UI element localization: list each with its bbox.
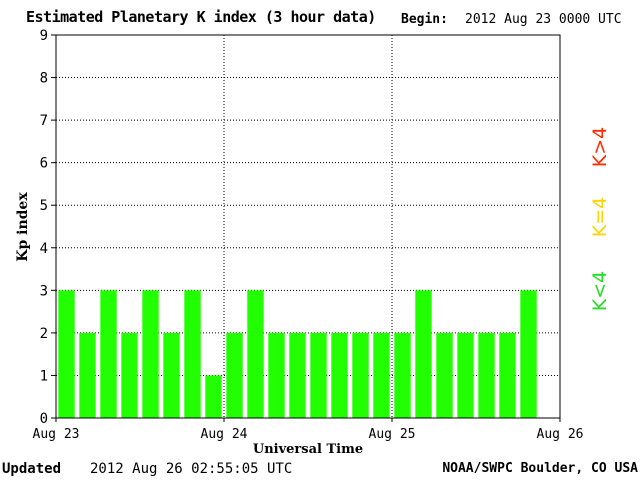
- kp-bar: [100, 290, 117, 418]
- x-tick-label: Aug 26: [537, 427, 584, 442]
- kp-bar: [394, 332, 411, 418]
- y-tick-label: 3: [40, 283, 48, 299]
- x-tick-label: Aug 24: [201, 427, 248, 442]
- y-axis-label: Kp index: [15, 192, 31, 262]
- x-tick-label: Aug 23: [33, 427, 80, 442]
- legend-k-greater-4: K>4: [589, 126, 611, 168]
- chart-title: Estimated Planetary K index (3 hour data…: [26, 8, 376, 26]
- updated-value: 2012 Aug 26 02:55:05 UTC: [90, 461, 293, 477]
- kp-bar: [184, 290, 201, 418]
- kp-bar: [331, 332, 348, 418]
- y-tick-label: 9: [40, 28, 48, 44]
- kp-bar: [247, 290, 264, 418]
- kp-bar: [121, 332, 138, 418]
- legend-k-less-4: K<4: [589, 270, 611, 312]
- y-tick-label: 5: [40, 198, 48, 214]
- credit-text: NOAA/SWPC Boulder, CO USA: [442, 461, 638, 476]
- legend-k-equal-4: K=4: [589, 196, 611, 238]
- y-tick-label: 1: [40, 368, 48, 384]
- kp-bar: [289, 332, 306, 418]
- kp-bar: [415, 290, 432, 418]
- kp-bar: [499, 332, 516, 418]
- y-tick-label: 2: [40, 326, 48, 342]
- kp-bar: [58, 290, 75, 418]
- plot-frame: [55, 34, 561, 419]
- begin-value: 2012 Aug 23 0000 UTC: [465, 12, 622, 27]
- y-tick-label: 4: [40, 241, 48, 257]
- kp-bar: [352, 332, 369, 418]
- kp-bar: [226, 332, 243, 418]
- updated-label: Updated: [2, 461, 62, 477]
- kp-bar: [478, 332, 495, 418]
- kp-bar: [373, 332, 390, 418]
- y-tick-label: 0: [40, 411, 48, 427]
- x-tick-label: Aug 25: [369, 427, 416, 442]
- y-tick-label: 6: [40, 156, 48, 172]
- kp-bar: [310, 332, 327, 418]
- kp-bar: [268, 332, 285, 418]
- kp-bar: [205, 375, 222, 418]
- x-axis-label: Universal Time: [253, 442, 363, 457]
- kp-bar: [436, 332, 453, 418]
- kp-bar: [79, 332, 96, 418]
- kp-bar: [163, 332, 180, 418]
- kp-bar: [457, 332, 474, 418]
- y-tick-label: 7: [40, 113, 48, 129]
- y-tick-label: 8: [40, 71, 48, 87]
- begin-label: Begin:: [401, 12, 448, 27]
- kp-bar: [142, 290, 159, 418]
- kp-bar: [520, 290, 537, 418]
